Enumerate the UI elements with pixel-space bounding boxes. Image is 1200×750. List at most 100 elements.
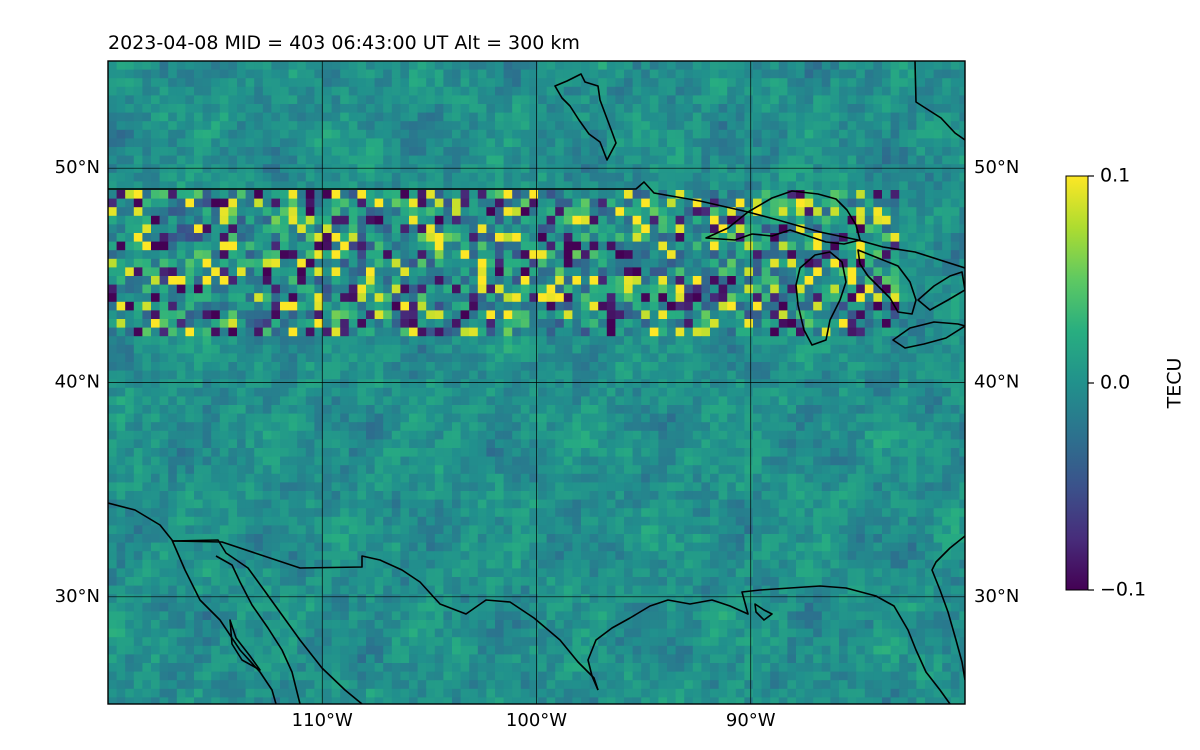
tec-cell [245,327,255,337]
tec-cell [572,379,582,389]
tec-cell [366,95,375,105]
tec-cell [495,310,504,320]
tec-cell [254,86,264,96]
tec-cell [495,465,504,475]
tec-cell [314,293,324,303]
tec-cell [710,267,719,277]
tec-cell [477,138,487,148]
tec-cell [228,301,238,311]
tec-cell [409,301,418,311]
tec-cell [254,112,264,122]
tec-cell [933,61,943,70]
tec-cell [847,353,857,363]
tec-cell [503,430,513,440]
tec-cell [254,430,264,440]
tec-cell [202,465,212,475]
tec-cell [830,147,840,156]
tec-cell [942,456,952,466]
tec-cell [503,448,513,457]
tec-cell [512,413,522,423]
tec-cell [546,276,556,285]
tec-cell [813,336,823,346]
tec-cell [787,198,797,208]
tec-cell [933,164,943,174]
tec-cell [942,396,952,406]
tec-cell [830,413,840,423]
tec-cell [452,353,461,363]
tec-cell [882,465,891,475]
tec-cell [787,293,797,303]
tec-cell [426,215,436,225]
tec-cell [856,224,866,234]
tec-cell [572,181,582,191]
tec-cell [830,129,840,139]
tec-cell [185,95,195,105]
tec-cell [830,387,840,397]
tec-cell [538,267,547,277]
tec-cell [950,250,960,260]
tec-cell [598,439,608,449]
tec-cell [615,430,625,440]
tec-cell [581,413,590,423]
tec-cell [151,327,160,337]
tec-cell [684,138,694,148]
tec-cell [727,396,737,406]
tec-cell [288,370,298,380]
tec-cell [151,224,160,234]
tec-cell [383,413,393,423]
tec-cell [185,430,195,440]
tec-cell [323,258,332,268]
tec-cell [615,319,625,328]
tec-cell [391,465,401,475]
tec-cell [624,104,633,113]
tec-cell [907,353,917,363]
tec-cell [357,86,367,96]
tec-cell [899,61,909,70]
tec-cell [796,215,805,225]
tec-cell [452,233,461,242]
tec-cell [460,448,470,457]
tec-cell [417,284,427,294]
tec-cell [813,112,823,122]
tec-cell [916,353,926,363]
tec-cell [839,336,848,346]
tec-cell [228,413,238,423]
tec-cell [168,387,178,397]
tec-cell [744,190,754,199]
tec-cell [761,61,771,70]
tec-cell [434,267,444,277]
tec-cell [159,164,169,174]
tec-cell [495,258,504,268]
tec-cell [400,224,410,234]
tec-cell [615,336,625,346]
tec-cell [744,327,754,337]
tec-cell [142,190,152,199]
tec-cell [933,258,943,268]
tec-cell [753,310,762,320]
tec-cell [907,138,917,148]
tec-cell [383,250,393,260]
tec-cell [658,284,668,294]
tec-cell [460,336,470,346]
tec-cell [563,284,573,294]
tec-cell [778,241,788,251]
tec-cell [314,439,324,449]
tec-cell [185,405,195,414]
tec-cell [718,310,728,320]
tec-cell [443,78,453,88]
tec-cell [434,284,444,294]
tec-cell [477,336,487,346]
tec-cell [899,241,909,251]
tec-cell [151,362,160,371]
tec-cell [821,319,831,328]
tec-cell [598,387,608,397]
tec-cell [486,482,496,492]
tec-cell [572,224,582,234]
tec-cell [529,439,539,449]
tec-cell [211,112,221,122]
tec-cell [297,61,307,70]
tec-cell [133,327,143,337]
tec-cell [804,448,814,457]
tec-cell [176,112,186,122]
tec-cell [830,61,840,70]
